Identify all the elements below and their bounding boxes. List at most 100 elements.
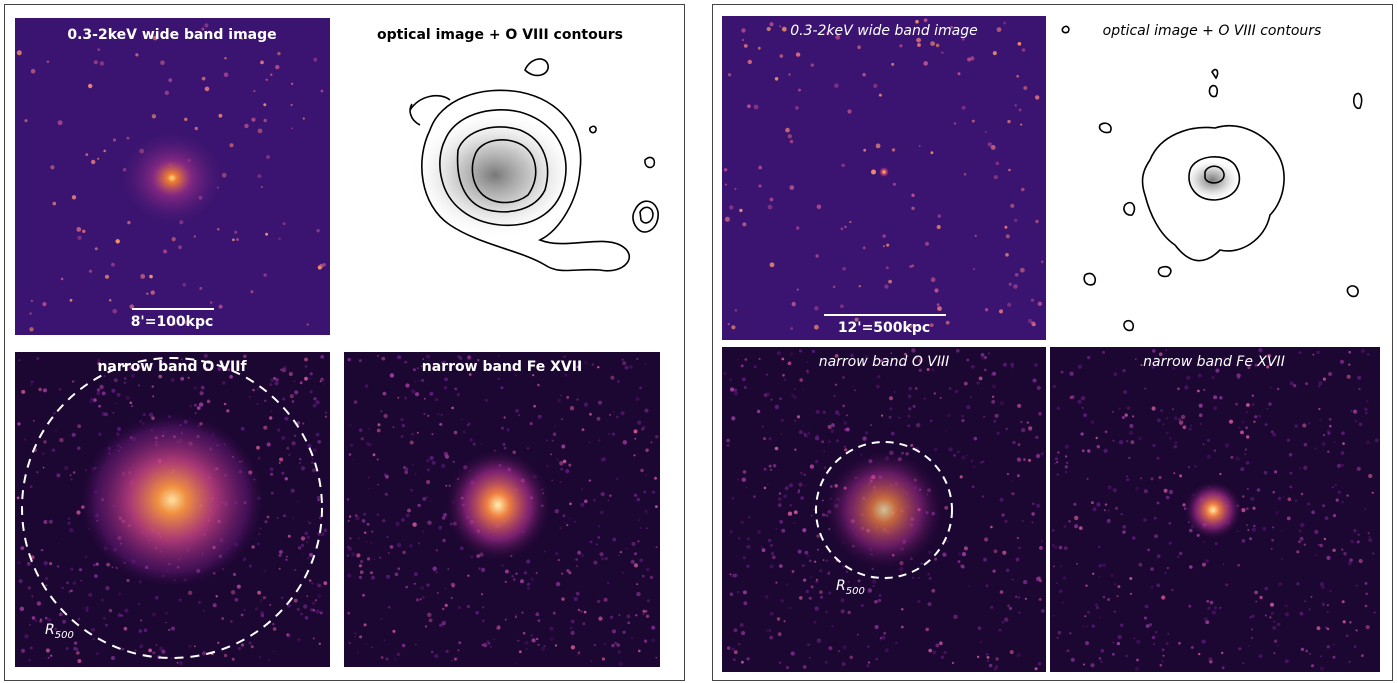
dot bbox=[742, 478, 746, 482]
dot bbox=[507, 428, 509, 430]
dot bbox=[58, 120, 63, 125]
dot bbox=[841, 609, 845, 613]
dot bbox=[820, 596, 823, 599]
dot bbox=[551, 480, 553, 482]
dot bbox=[907, 425, 910, 428]
dot bbox=[1152, 636, 1156, 640]
dot bbox=[53, 202, 57, 206]
dot bbox=[627, 622, 630, 625]
dot bbox=[1078, 365, 1082, 369]
dot bbox=[966, 359, 969, 362]
dot bbox=[347, 612, 350, 615]
dot bbox=[917, 43, 921, 47]
dot bbox=[737, 591, 739, 593]
dot bbox=[1198, 374, 1201, 377]
dot bbox=[835, 384, 837, 386]
dot bbox=[1117, 642, 1120, 645]
dot bbox=[292, 441, 296, 445]
dot bbox=[582, 428, 585, 431]
dot bbox=[93, 398, 97, 402]
dot bbox=[779, 520, 783, 524]
dot bbox=[535, 612, 539, 616]
cluster-emission bbox=[822, 448, 946, 572]
dot bbox=[402, 644, 406, 648]
dot bbox=[59, 613, 63, 617]
dot bbox=[105, 275, 109, 279]
dot bbox=[1205, 559, 1209, 563]
dot bbox=[1353, 529, 1356, 532]
dot bbox=[1130, 593, 1132, 595]
dot bbox=[101, 599, 104, 602]
dot bbox=[783, 494, 787, 498]
dot bbox=[1012, 579, 1014, 581]
dot bbox=[59, 438, 63, 442]
dot bbox=[371, 646, 373, 648]
dot bbox=[505, 619, 507, 621]
dot bbox=[1276, 511, 1279, 514]
dot bbox=[1258, 415, 1261, 418]
dot bbox=[358, 537, 360, 539]
dot bbox=[124, 627, 128, 631]
dot bbox=[294, 390, 298, 394]
dot bbox=[581, 488, 583, 490]
dot bbox=[217, 642, 219, 644]
dot bbox=[1293, 384, 1296, 387]
dot bbox=[728, 323, 730, 325]
dot bbox=[385, 493, 388, 496]
dot bbox=[909, 387, 912, 390]
dot bbox=[1272, 626, 1276, 630]
dot bbox=[457, 393, 460, 396]
dot bbox=[424, 398, 426, 400]
dot bbox=[838, 414, 840, 416]
dot bbox=[1242, 539, 1246, 543]
dot bbox=[317, 440, 321, 444]
dot bbox=[961, 415, 964, 418]
dot bbox=[656, 546, 658, 548]
dot bbox=[442, 608, 444, 610]
dot bbox=[1214, 449, 1217, 452]
dot bbox=[313, 448, 317, 452]
dot bbox=[41, 549, 43, 551]
dot bbox=[1166, 642, 1169, 645]
dot bbox=[237, 585, 241, 589]
dot bbox=[604, 598, 608, 602]
dot bbox=[410, 489, 413, 492]
dot bbox=[277, 52, 280, 55]
dot bbox=[1015, 273, 1019, 277]
dot bbox=[271, 411, 273, 413]
dot bbox=[570, 627, 573, 630]
dot bbox=[814, 306, 818, 310]
dot bbox=[368, 488, 370, 490]
dot bbox=[972, 120, 975, 123]
dot bbox=[550, 454, 552, 456]
dot bbox=[31, 380, 34, 383]
dot bbox=[213, 603, 217, 607]
dot bbox=[286, 447, 289, 450]
dot bbox=[152, 395, 154, 397]
dot bbox=[461, 418, 463, 420]
dot bbox=[546, 465, 549, 468]
dot bbox=[616, 416, 619, 419]
panel-title: optical image + O VIII contours bbox=[1103, 23, 1322, 39]
dot bbox=[738, 537, 741, 540]
dot bbox=[872, 580, 876, 584]
dot bbox=[571, 645, 575, 649]
dot bbox=[1065, 651, 1067, 653]
dot bbox=[622, 572, 624, 574]
dot bbox=[767, 483, 769, 485]
dot bbox=[17, 50, 22, 55]
dot bbox=[279, 550, 283, 554]
dot bbox=[261, 614, 264, 617]
dot bbox=[291, 83, 293, 85]
dot bbox=[68, 517, 71, 520]
dot bbox=[263, 273, 266, 276]
dot bbox=[398, 397, 400, 399]
dot bbox=[370, 571, 373, 574]
dot bbox=[43, 467, 45, 469]
dot bbox=[1246, 507, 1249, 510]
dot bbox=[316, 400, 320, 404]
dot bbox=[273, 627, 277, 631]
dot bbox=[1010, 204, 1014, 208]
dot bbox=[1271, 548, 1273, 550]
dot bbox=[617, 380, 620, 383]
